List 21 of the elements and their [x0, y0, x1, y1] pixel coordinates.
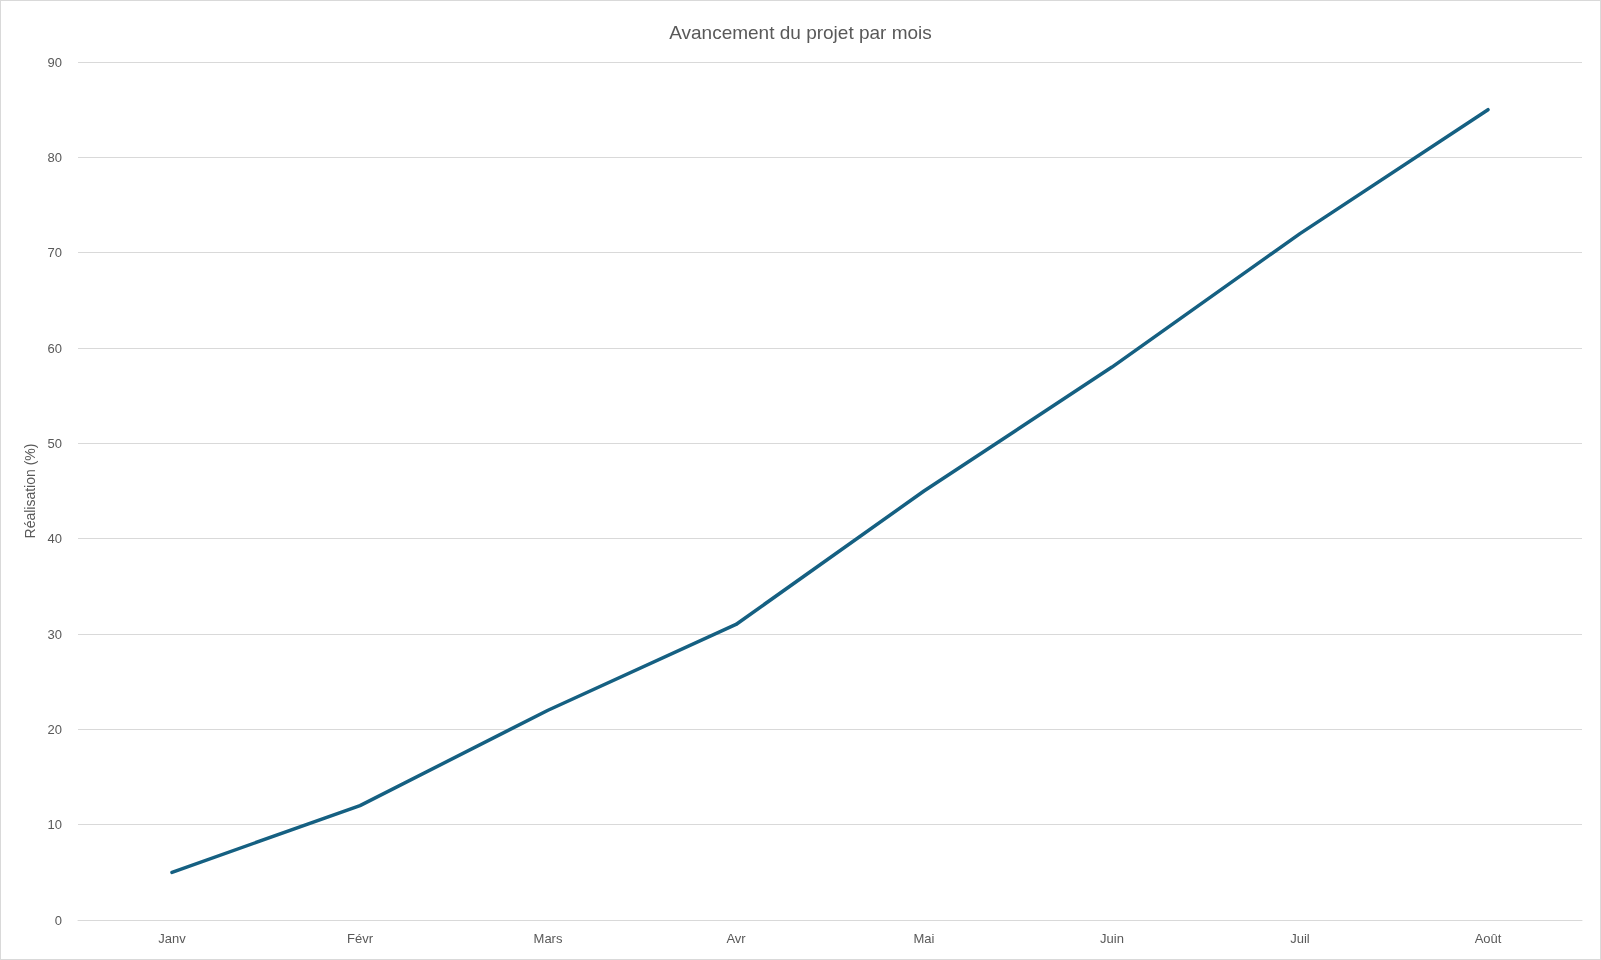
y-tick-label: 90: [47, 54, 62, 70]
y-tick-label: 10: [47, 817, 62, 833]
x-tick-label: Juin: [1100, 931, 1124, 946]
y-tick-label: 70: [47, 245, 62, 261]
y-tick-label: 50: [47, 435, 62, 451]
y-tick-label: 80: [47, 149, 62, 165]
x-tick-label: Août: [1474, 931, 1502, 946]
y-axis-title: Réalisation (%): [21, 443, 38, 539]
line-series: [170, 107, 1490, 875]
x-tick-label: Mai: [913, 931, 935, 946]
x-tick-label: Févr: [347, 931, 374, 946]
x-tick-label: Mars: [533, 931, 563, 946]
y-tick-label: 30: [47, 626, 62, 642]
y-tick-label: 20: [47, 721, 62, 737]
x-tick-label: Avr: [726, 931, 747, 946]
y-tick-label: 40: [47, 531, 62, 547]
chart-title: Avancement du projet par mois: [669, 22, 932, 43]
y-tick-label: 60: [47, 340, 62, 356]
x-tick-label: Juil: [1290, 931, 1310, 946]
x-tick-label: Janv: [158, 931, 187, 946]
y-tick-label: 0: [54, 912, 62, 928]
